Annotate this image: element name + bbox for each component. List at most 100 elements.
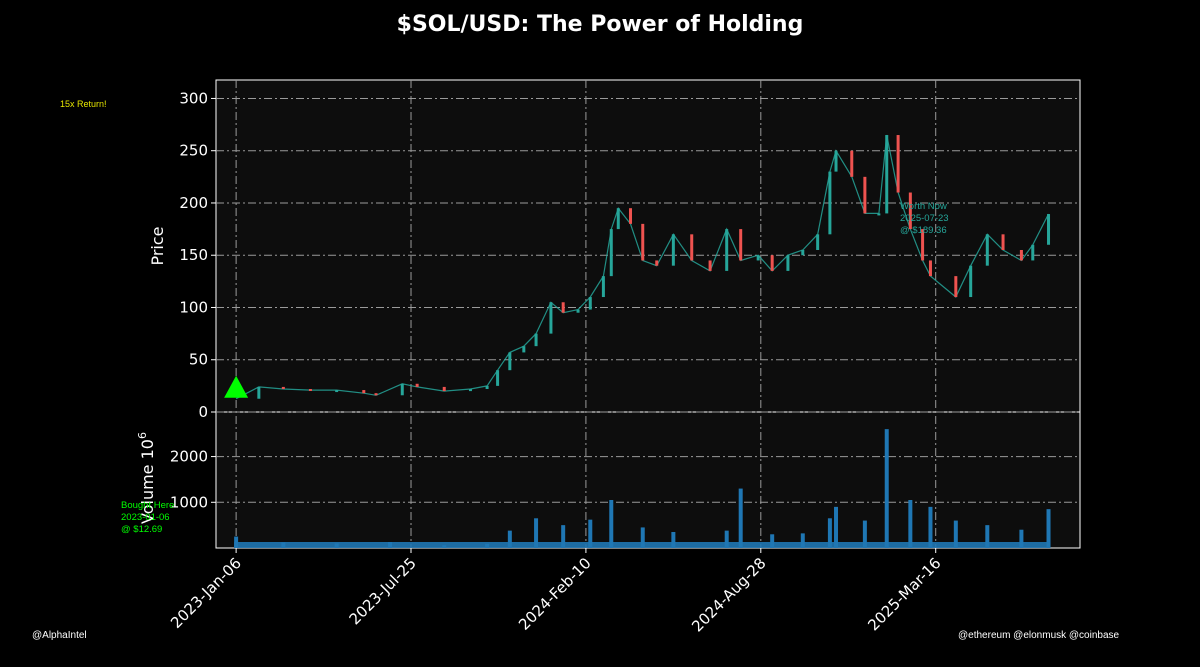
volume-bar <box>800 533 805 548</box>
volume-bar <box>588 519 593 548</box>
price-tick-label: 100 <box>179 298 208 316</box>
price-candle <box>629 208 633 224</box>
price-candle <box>576 309 580 313</box>
volume-tick-label: 2000 <box>170 448 208 466</box>
volume-baseline <box>234 542 1051 548</box>
price-candle <box>708 260 712 271</box>
volume-bar <box>834 506 839 548</box>
price-candle <box>616 208 620 230</box>
price-tick-label: 250 <box>179 142 208 160</box>
price-candle <box>877 213 881 216</box>
price-candle <box>561 302 565 313</box>
price-candle <box>816 234 820 250</box>
bought-date: 2023-01-06 <box>121 512 170 523</box>
price-candle <box>725 229 729 271</box>
watermark-right: @ethereum @elonmusk @coinbase <box>958 630 1120 641</box>
price-tick-label: 0 <box>198 403 208 421</box>
volume-bar <box>928 506 933 548</box>
price-candle <box>770 255 774 271</box>
price-candle <box>485 385 489 390</box>
return-note: 15x Return! <box>60 99 107 109</box>
price-candle <box>1031 244 1035 261</box>
price-candle <box>362 390 366 394</box>
x-tick-label: 2024-Feb-10 <box>515 554 595 634</box>
price-candle <box>1001 234 1005 250</box>
price-candle <box>690 234 694 261</box>
price-candle <box>415 383 419 387</box>
price-candle <box>335 390 339 393</box>
price-candle <box>468 389 472 392</box>
volume-bar <box>985 525 990 548</box>
x-tick-label: 2025-Mar-16 <box>864 554 944 634</box>
price-candle <box>786 255 790 271</box>
volume-bar <box>561 525 566 548</box>
volume-bar <box>640 527 645 548</box>
price-candle <box>828 171 832 235</box>
volume-bar <box>534 518 539 548</box>
price-candle <box>1047 214 1051 245</box>
price-candle <box>896 135 900 193</box>
volume-bar <box>827 518 832 548</box>
price-tick-label: 150 <box>179 246 208 264</box>
price-candle <box>850 150 854 177</box>
price-candle <box>281 386 285 390</box>
volume-bar <box>609 500 614 548</box>
buy-marker <box>224 375 249 398</box>
volume-bar <box>1019 529 1024 548</box>
price-tick-label: 50 <box>189 351 208 369</box>
price-candle <box>601 276 605 298</box>
price-candle <box>496 370 500 386</box>
x-tick-label: 2024-Aug-28 <box>688 554 769 635</box>
price-candle <box>863 176 867 214</box>
price-candle <box>400 383 404 396</box>
price-candle <box>969 265 973 298</box>
volume-bar <box>738 488 743 548</box>
price-candle <box>801 250 805 256</box>
price-candle <box>1019 250 1023 261</box>
x-tick-label: 2023-Jul-25 <box>346 554 420 628</box>
price-candle <box>641 223 645 261</box>
chart-title: $SOL/USD: The Power of Holding <box>396 12 804 37</box>
price-candle <box>374 393 378 396</box>
price-axis-label: Price <box>148 226 167 265</box>
now-label: Worth Now <box>900 201 947 212</box>
bought-label: Bought Here <box>121 500 175 511</box>
price-candle <box>549 302 553 334</box>
price-candle <box>921 229 925 261</box>
price-candle <box>885 135 889 214</box>
price-candle <box>908 192 912 230</box>
price-candle <box>954 276 958 298</box>
price-candle <box>928 260 932 277</box>
now-price: @ $189.36 <box>900 225 947 236</box>
price-candle <box>522 346 526 353</box>
bought-annotation: Bought Here 2023-01-06 @ $12.69 <box>121 500 174 536</box>
volume-tick-label: 1000 <box>170 493 208 511</box>
volume-axis-label: Volume 106 <box>136 432 157 524</box>
volume-bar <box>862 520 867 548</box>
volume-bar <box>953 520 958 548</box>
volume-bar <box>507 530 512 548</box>
price-panel <box>215 79 1081 413</box>
volume-bar <box>770 534 775 548</box>
price-candle <box>588 297 592 310</box>
price-candle <box>985 234 989 266</box>
price-candle <box>609 229 613 277</box>
price-candle <box>534 333 538 347</box>
watermark-left: @AlphaIntel <box>32 630 87 641</box>
price-candle <box>655 260 659 266</box>
price-candle <box>508 352 512 371</box>
price-line <box>235 134 1050 400</box>
volume-bar <box>724 530 729 548</box>
now-annotation: Worth Now 2025-07-23 @ $189.36 <box>900 201 949 237</box>
x-tick-label: 2023-Jan-06 <box>167 554 245 632</box>
price-candle <box>442 386 446 392</box>
price-candle <box>257 386 261 399</box>
price-candle <box>834 150 838 172</box>
now-date: 2025-07-23 <box>900 213 949 224</box>
price-candle <box>308 389 312 392</box>
price-candle <box>739 229 743 261</box>
price-candle <box>756 255 760 261</box>
volume-panel <box>215 411 1081 549</box>
volume-bar <box>1046 509 1051 548</box>
price-candle <box>671 234 675 266</box>
